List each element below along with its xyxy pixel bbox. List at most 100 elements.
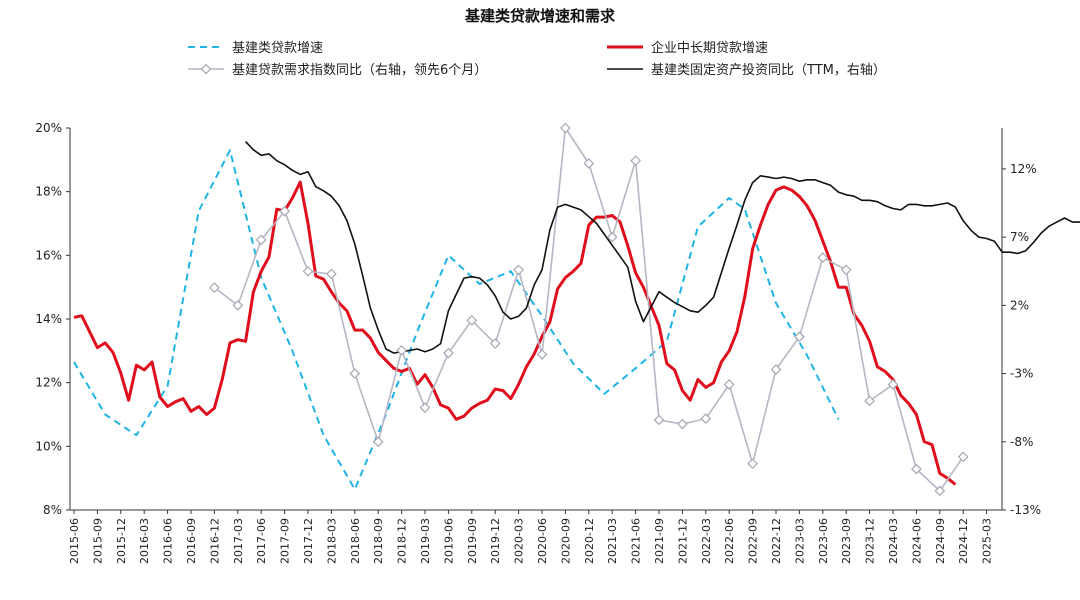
y-left-tick-label: 8% [43, 503, 62, 517]
x-tick-label: 2023-09 [840, 518, 853, 564]
marker-point [396, 345, 407, 356]
x-tick-label: 2022-06 [723, 518, 736, 564]
x-tick-label: 2021-09 [653, 518, 666, 564]
x-tick-label: 2018-03 [325, 518, 338, 564]
x-tick-label: 2016-09 [185, 518, 198, 564]
marker-point [957, 451, 969, 463]
y-right-tick-label: 7% [1010, 230, 1029, 244]
x-tick-label: 2021-06 [630, 518, 643, 564]
marker-point [934, 485, 946, 497]
x-tick-label: 2024-06 [910, 518, 923, 564]
x-tick-label: 2017-09 [279, 518, 292, 564]
y-left-tick-label: 12% [35, 376, 62, 390]
marker-point [513, 264, 524, 276]
x-tick-label: 2016-06 [162, 518, 175, 564]
marker-point [443, 347, 454, 359]
marker-point [677, 418, 688, 430]
marker-point [653, 414, 665, 426]
legend-label: 企业中长期贷款增速 [651, 40, 768, 56]
x-tick-label: 2015-06 [68, 518, 81, 564]
x-tick-label: 2024-03 [887, 518, 900, 564]
chart-title: 基建类贷款增速和需求 [464, 7, 616, 25]
marker-point [840, 264, 852, 276]
series-line-3 [213, 127, 964, 492]
x-tick-label: 2017-03 [232, 518, 245, 564]
marker-point [419, 402, 431, 414]
marker-point [349, 368, 361, 379]
y-left-tick-label: 16% [35, 248, 62, 262]
marker-point [794, 331, 805, 343]
marker-point [372, 436, 384, 448]
x-tick-label: 2025-03 [981, 518, 994, 564]
marker-point [232, 300, 244, 311]
x-tick-label: 2019-09 [466, 518, 479, 564]
x-tick-label: 2023-12 [864, 518, 877, 564]
x-tick-label: 2018-09 [372, 518, 385, 564]
y-left-tick-label: 10% [35, 439, 62, 453]
y-left-tick-label: 14% [35, 312, 62, 326]
x-tick-label: 2016-12 [208, 518, 221, 564]
marker-point [911, 463, 922, 475]
marker-point [817, 252, 829, 263]
y-right-tick-label: -13% [1010, 503, 1041, 517]
y-right-tick-label: -3% [1010, 367, 1033, 381]
series-line-4 [245, 141, 1080, 354]
marker-point [583, 158, 595, 169]
x-tick-label: 2022-09 [747, 518, 760, 564]
x-tick-label: 2022-03 [700, 518, 713, 564]
x-tick-label: 2019-06 [442, 518, 455, 564]
marker-point [770, 364, 782, 375]
x-tick-label: 2020-06 [536, 518, 549, 564]
x-tick-label: 2017-12 [302, 518, 315, 564]
marker-point [209, 282, 220, 293]
legend-label: 基建类固定资产投资同比（TTM，右轴） [651, 62, 886, 78]
x-tick-label: 2020-09 [559, 518, 572, 564]
marker-point [302, 265, 314, 277]
y-left-tick-label: 20% [35, 121, 62, 135]
legend-label: 基建类贷款增速 [232, 41, 323, 56]
marker-point [723, 379, 735, 390]
y-right-tick-label: 2% [1010, 298, 1029, 312]
axes: 8% 10% 12% 14% 16% 18% 20% -13% -8% -3% 2% 7% 12% 201… [35, 121, 1041, 564]
marker-point [630, 155, 641, 167]
marker-point [560, 122, 571, 134]
marker-point [536, 349, 548, 360]
y-right-tick-label: -8% [1010, 435, 1033, 449]
x-tick-label: 2024-09 [934, 518, 947, 564]
x-tick-label: 2023-06 [817, 518, 830, 564]
marker-point [864, 395, 875, 407]
y-left-tick-label: 18% [35, 185, 62, 199]
x-tick-label: 2018-06 [349, 518, 362, 564]
x-tick-label: 2020-12 [583, 518, 596, 564]
x-tick-label: 2021-03 [606, 518, 619, 564]
marker-point [326, 268, 337, 280]
legend-marker [200, 63, 212, 75]
y-right-tick-label: 12% [1010, 162, 1037, 176]
x-tick-label: 2019-03 [419, 518, 432, 564]
x-tick-label: 2015-09 [91, 518, 104, 564]
x-tick-label: 2022-12 [770, 518, 783, 564]
marker-point [255, 234, 267, 246]
x-tick-label: 2024-12 [957, 518, 970, 564]
marker-point [466, 315, 478, 326]
marker-point [887, 379, 899, 390]
series-group [73, 122, 1080, 497]
series-line-1 [73, 149, 840, 491]
x-tick-label: 2018-12 [396, 518, 409, 564]
x-tick-label: 2021-12 [676, 518, 689, 564]
marker-point [606, 231, 618, 243]
marker-point [489, 338, 501, 349]
x-tick-label: 2023-03 [793, 518, 806, 564]
marker-point [700, 413, 712, 424]
x-tick-label: 2017-06 [255, 518, 268, 564]
marker-point [279, 205, 290, 217]
series-line-2 [73, 180, 957, 486]
x-tick-label: 2016-03 [138, 518, 151, 564]
x-tick-label: 2015-12 [115, 518, 128, 564]
marker-point [747, 458, 758, 469]
x-tick-label: 2019-12 [489, 518, 502, 564]
legend-label: 基建贷款需求指数同比（右轴，领先6个月） [232, 63, 487, 78]
